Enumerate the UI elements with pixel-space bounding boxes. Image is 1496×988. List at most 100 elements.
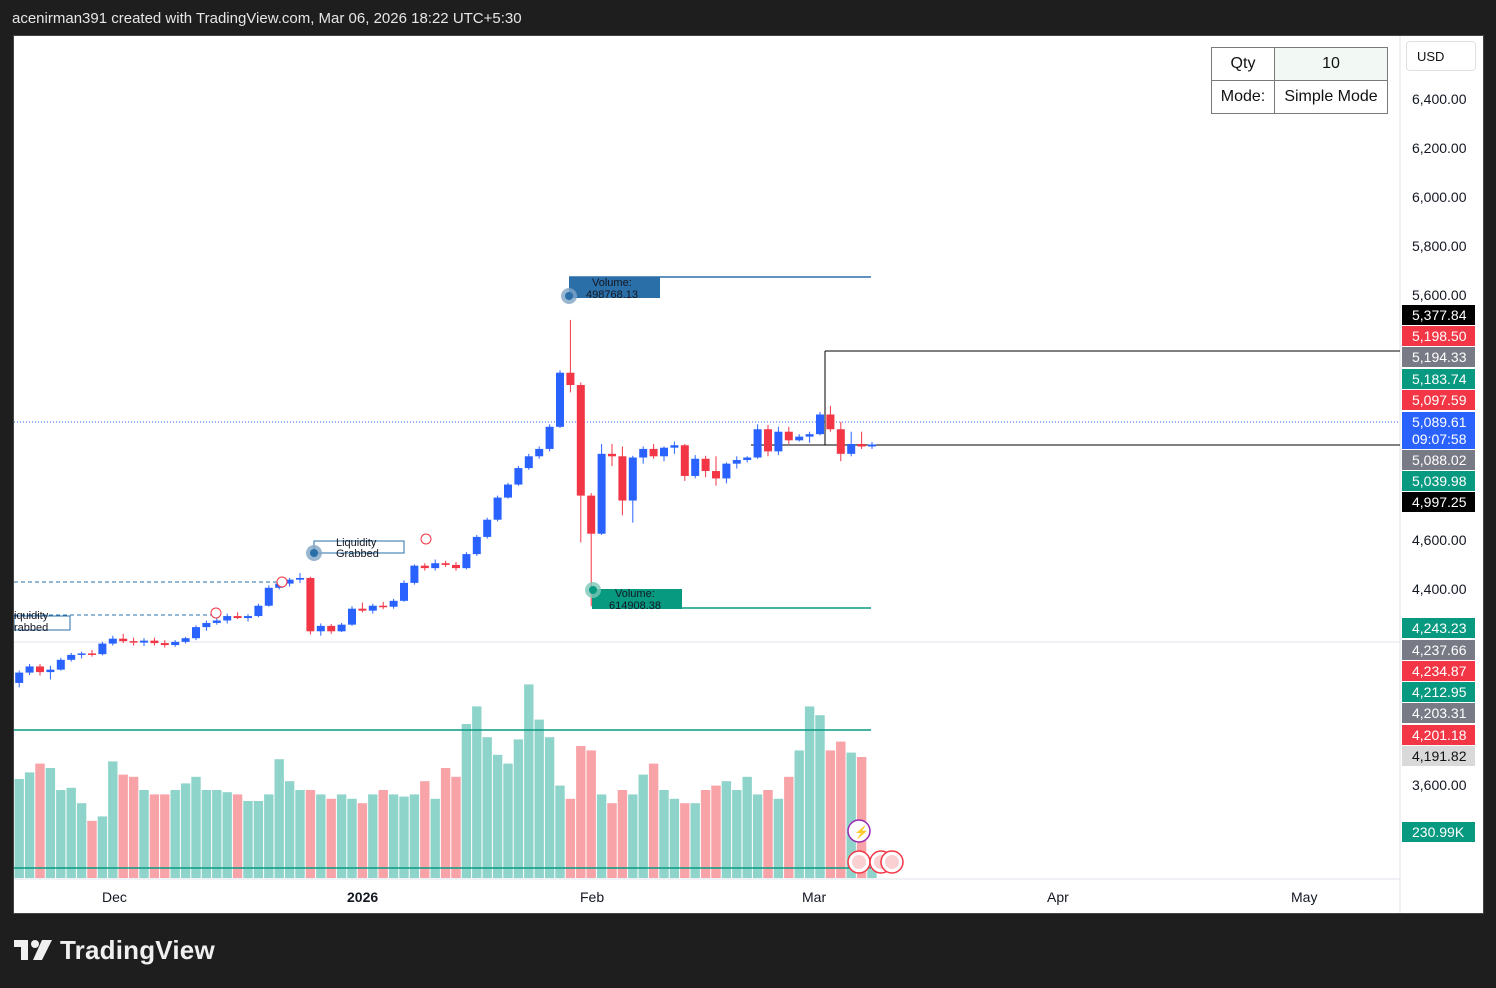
volume-bar <box>482 737 492 878</box>
candle-body <box>285 579 294 584</box>
price-label-box <box>1402 412 1475 432</box>
x-axis-label: 2026 <box>347 889 378 905</box>
volume-bar <box>212 790 222 878</box>
price-label-box <box>1402 618 1475 638</box>
volume-bars <box>14 684 877 878</box>
lightning-glyph: ⚡ <box>854 825 869 839</box>
volume-bar <box>201 790 212 878</box>
candle-body <box>316 625 325 632</box>
price-label-box <box>1402 429 1475 449</box>
candle-body <box>660 447 668 457</box>
candle-body <box>202 622 211 628</box>
volume-bar <box>87 820 97 878</box>
volume-bar <box>14 779 24 878</box>
liquidity-left-line1: iquidity <box>14 610 49 622</box>
candle-body <box>618 456 627 501</box>
candle-body <box>264 587 273 606</box>
volume-bar <box>222 792 232 878</box>
volume-bar <box>108 761 118 878</box>
volume-bar <box>191 776 201 878</box>
candle-body <box>743 457 752 460</box>
candle-body <box>327 625 336 632</box>
volume-bar <box>357 803 368 878</box>
volume-bar <box>243 801 253 878</box>
candle-body <box>649 448 658 457</box>
volume-high-label: Volume: <box>592 277 632 289</box>
candle-body <box>774 431 783 452</box>
candle-body <box>368 605 377 611</box>
volume-bar <box>711 785 721 878</box>
volume-bar <box>316 794 326 878</box>
liquidity-label-line1: Liquidity <box>336 537 377 549</box>
signal-marker <box>276 576 288 588</box>
candle-body <box>441 563 450 565</box>
x-axis-label: Apr <box>1047 889 1069 905</box>
price-label-box <box>1402 492 1475 512</box>
candle-body <box>379 605 388 608</box>
price-label-box <box>1402 390 1475 410</box>
currency-selector[interactable]: USD <box>1406 41 1476 71</box>
us-flag-fill <box>885 855 899 869</box>
volume-bar <box>680 803 690 878</box>
candle-body <box>784 431 793 441</box>
tradingview-logo-icon <box>14 940 52 960</box>
volume-bar <box>368 794 378 878</box>
candle-body <box>722 463 731 479</box>
candle-body <box>337 624 346 632</box>
price-label: 09:07:58 <box>1412 431 1467 447</box>
volume-bar <box>24 772 35 878</box>
volume-bar <box>97 816 108 878</box>
volume-bar <box>118 774 128 878</box>
candle-body <box>826 414 835 430</box>
chart-frame[interactable]: Volume: 498768.13 Volume: 614908.38 Liquidit… <box>13 35 1484 914</box>
candle-body <box>46 669 55 673</box>
volume-bar <box>804 706 815 878</box>
price-label-box <box>1402 369 1475 389</box>
volume-bar <box>544 737 555 878</box>
price-label: 4,997.25 <box>1412 494 1467 510</box>
candle-body <box>535 448 544 457</box>
price-label: 4,234.87 <box>1412 663 1467 679</box>
price-label-box <box>1402 640 1475 660</box>
liquidity-marker-dot <box>310 549 318 557</box>
candle-body <box>233 616 242 619</box>
volume-bar <box>451 776 461 878</box>
volume-bar <box>638 774 648 878</box>
candle-body <box>504 484 512 498</box>
liquidity-label-line2: Grabbed <box>336 548 379 560</box>
candle-body <box>857 444 866 447</box>
y-axis-tick-label: 6,400.00 <box>1412 91 1467 107</box>
volume-bar <box>763 790 773 878</box>
volume-bar <box>388 794 399 878</box>
volume-bar <box>170 790 180 878</box>
candle-body <box>847 444 856 454</box>
volume-bar <box>867 869 877 878</box>
price-label-box <box>1402 703 1475 723</box>
candlestick-chart[interactable]: Volume:498768.13Volume:614908.38Liquidit… <box>14 36 1483 913</box>
price-label: 5,039.98 <box>1412 473 1467 489</box>
candle-body <box>868 444 876 447</box>
volume-bar <box>752 794 763 878</box>
qty-value[interactable]: 10 <box>1274 47 1388 81</box>
volume-bar <box>128 776 139 878</box>
volume-low-value: 614908.38 <box>609 600 661 612</box>
candle-body <box>296 577 304 580</box>
mode-value[interactable]: Simple Mode <box>1274 80 1388 114</box>
volume-low-marker-dot <box>589 586 597 594</box>
volume-bar <box>534 719 544 878</box>
volume-bar <box>347 798 357 878</box>
candle-body <box>150 640 159 644</box>
signal-marker <box>210 607 222 619</box>
volume-bar <box>825 750 836 878</box>
candle-body <box>712 471 720 479</box>
volume-bar <box>66 787 76 878</box>
volume-bar <box>700 790 711 878</box>
volume-high-marker-dot <box>565 292 573 300</box>
candle-body <box>431 563 440 569</box>
volume-bar <box>513 739 524 878</box>
lightning-event-icon <box>847 819 871 843</box>
price-label: 5,194.33 <box>1412 349 1467 365</box>
volume-bar <box>461 724 472 878</box>
tradingview-logo[interactable]: TradingView <box>14 934 215 966</box>
x-axis-label: Mar <box>802 889 826 905</box>
